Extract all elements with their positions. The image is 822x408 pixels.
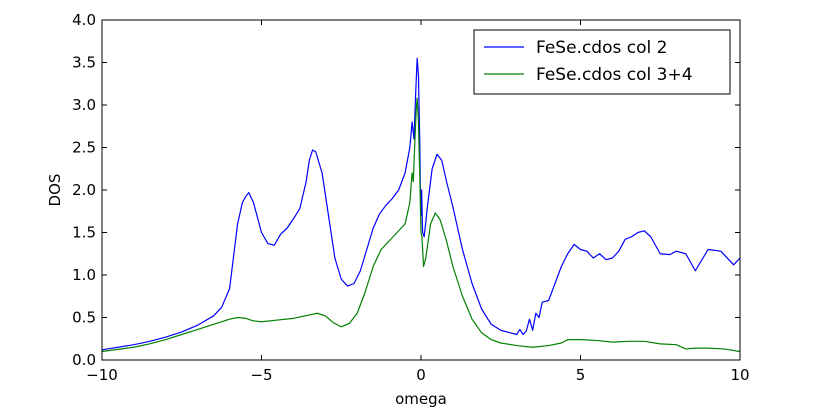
legend-box: [473, 29, 731, 95]
legend-label-series-1: FeSe.cdos col 2: [536, 38, 667, 58]
y-tick-label: 3.0: [72, 96, 96, 114]
ticks-layer: −10 −5 0 5 10 0.0 0.5 1.0 1.5 2.0 2.5 3.0 3.5 4.0: [72, 11, 749, 384]
series-line-2: [102, 97, 740, 353]
series-layer: [102, 57, 740, 353]
series-line-1: [102, 57, 740, 351]
y-tick-label: 3.5: [72, 54, 96, 72]
y-tick-label: 1.5: [72, 224, 96, 242]
x-axis-label: omega: [395, 390, 447, 408]
x-tick-label: 0: [416, 366, 426, 384]
y-tick-label: 1.0: [72, 266, 96, 284]
y-tick-label: 0.5: [72, 309, 96, 327]
y-tick-label: 0.0: [72, 351, 96, 369]
y-tick-label: 2.5: [72, 139, 96, 157]
legend-label-series-2: FeSe.cdos col 3+4: [536, 65, 693, 85]
y-axis-label: DOS: [46, 174, 64, 207]
x-tick-label: −5: [250, 366, 272, 384]
x-tick-label: 5: [576, 366, 586, 384]
legend: FeSe.cdos col 2 FeSe.cdos col 3+4: [473, 29, 731, 95]
y-tick-label: 4.0: [72, 11, 96, 29]
y-tick-label: 2.0: [72, 181, 96, 199]
x-tick-label: −10: [86, 366, 118, 384]
x-tick-label: 10: [730, 366, 749, 384]
